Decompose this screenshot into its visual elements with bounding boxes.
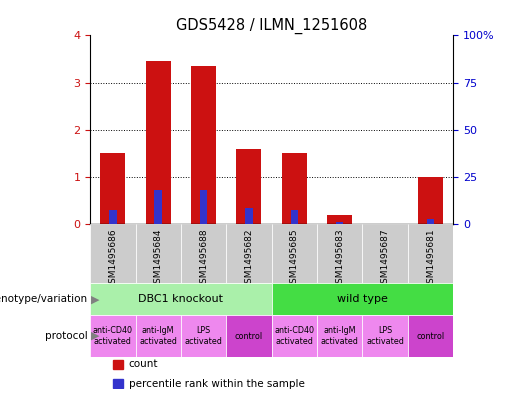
Text: GSM1495684: GSM1495684 — [153, 229, 163, 289]
Bar — [427, 219, 434, 224]
Bar — [146, 61, 170, 224]
Text: GSM1495686: GSM1495686 — [108, 229, 117, 289]
Bar — [113, 379, 123, 388]
Text: genotype/variation: genotype/variation — [0, 294, 88, 304]
Bar — [181, 224, 226, 283]
Bar — [90, 283, 272, 315]
Bar — [317, 315, 363, 357]
Bar — [113, 360, 123, 369]
Bar — [327, 215, 352, 224]
Title: GDS5428 / ILMN_1251608: GDS5428 / ILMN_1251608 — [176, 18, 367, 34]
Bar — [236, 149, 262, 224]
Text: control: control — [235, 332, 263, 340]
Bar — [135, 315, 181, 357]
Text: anti-IgM
activated: anti-IgM activated — [321, 326, 358, 346]
Text: GSM1495683: GSM1495683 — [335, 229, 344, 289]
Bar — [100, 153, 125, 224]
Text: DBC1 knockout: DBC1 knockout — [139, 294, 224, 304]
Text: GSM1495688: GSM1495688 — [199, 229, 208, 289]
Bar — [408, 315, 453, 357]
Bar — [418, 177, 443, 224]
Bar — [282, 153, 307, 224]
Bar — [317, 224, 363, 283]
Text: control: control — [417, 332, 444, 340]
Text: percentile rank within the sample: percentile rank within the sample — [129, 378, 304, 389]
Bar — [90, 315, 135, 357]
Text: protocol: protocol — [45, 331, 88, 341]
Bar — [408, 224, 453, 283]
Text: LPS
activated: LPS activated — [366, 326, 404, 346]
Bar — [226, 315, 272, 357]
Text: wild type: wild type — [337, 294, 388, 304]
Bar — [272, 315, 317, 357]
Bar — [290, 210, 298, 224]
Bar — [363, 315, 408, 357]
Text: GSM1495687: GSM1495687 — [381, 229, 390, 289]
Text: GSM1495682: GSM1495682 — [245, 229, 253, 289]
Text: anti-CD40
activated: anti-CD40 activated — [274, 326, 314, 346]
Bar — [191, 66, 216, 224]
Bar — [245, 208, 253, 224]
Bar — [336, 222, 344, 224]
Text: anti-CD40
activated: anti-CD40 activated — [93, 326, 133, 346]
Bar — [226, 224, 272, 283]
Bar — [154, 190, 162, 224]
Text: GSM1495681: GSM1495681 — [426, 229, 435, 289]
Text: count: count — [129, 359, 158, 369]
Bar — [90, 224, 135, 283]
Bar — [272, 224, 317, 283]
Bar — [363, 224, 408, 283]
Bar — [272, 283, 453, 315]
Bar — [135, 224, 181, 283]
Text: GSM1495685: GSM1495685 — [290, 229, 299, 289]
Text: ▶: ▶ — [91, 294, 100, 304]
Text: LPS
activated: LPS activated — [185, 326, 222, 346]
Bar — [181, 315, 226, 357]
Bar — [109, 210, 116, 224]
Text: ▶: ▶ — [91, 331, 100, 341]
Bar — [200, 190, 208, 224]
Text: anti-IgM
activated: anti-IgM activated — [139, 326, 177, 346]
